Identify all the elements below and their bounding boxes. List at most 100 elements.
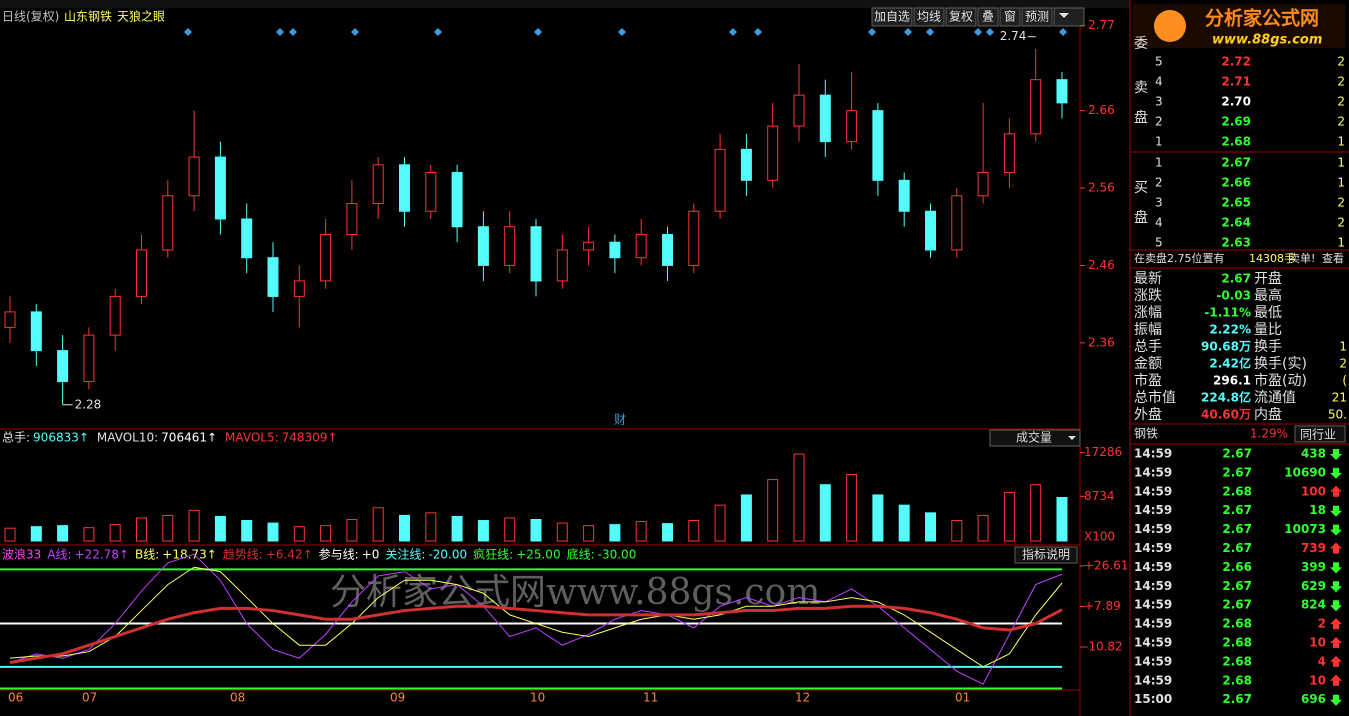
volume-legend-label: MAVOL5: (225, 431, 279, 445)
candle-body (925, 210, 936, 251)
logo-url: www.88gs.com (1212, 33, 1322, 48)
volume-legend-value: 906833↑ (33, 431, 89, 445)
toolbar-button[interactable] (1053, 7, 1085, 27)
stat-label: 总市值 (1134, 389, 1176, 406)
trade-price: 2.67 (1222, 579, 1252, 593)
order-book-header: 委 (1134, 36, 1148, 52)
toolbar-button[interactable] (913, 7, 945, 27)
stat-value: ( (1342, 374, 1347, 388)
volume-bar (136, 517, 147, 542)
toolbar-button[interactable] (977, 7, 999, 27)
indicator-selector[interactable] (989, 429, 1081, 447)
trade-volume: 696 (1301, 692, 1326, 706)
volume-bar (451, 515, 463, 542)
indicator-legend-label: B线: (135, 548, 159, 562)
volume-bar (925, 512, 936, 542)
indicator-legend-value: +18.73↑ (162, 548, 216, 562)
candle-body (688, 210, 700, 266)
stat-value: 90.68万 (1201, 340, 1251, 354)
volume-bar (1056, 497, 1068, 542)
stat-label: 流通值 (1254, 390, 1296, 406)
indicator-line (9, 553, 1063, 685)
stat-label: 振幅 (1134, 322, 1162, 338)
level-index: 1 (1155, 135, 1163, 149)
trade-time: 14:59 (1134, 541, 1172, 555)
trade-time: 14:59 (1134, 447, 1172, 461)
volume-bar (767, 479, 779, 542)
level-index: 3 (1155, 196, 1163, 210)
indicator-legend-label: 关注线: (385, 547, 425, 562)
x-tick-label: 01 (955, 691, 970, 705)
level-price: 2.68 (1221, 135, 1251, 149)
trade-arrow (1330, 467, 1342, 479)
volume-bar (57, 525, 69, 542)
trade-volume: 18 (1309, 503, 1326, 517)
x-tick-label: 07 (82, 691, 97, 705)
trade-volume: 438 (1301, 447, 1326, 461)
y-tick-label: 2.56 (1088, 181, 1115, 195)
candle-body (977, 172, 989, 197)
stat-label: 市盈(动) (1254, 372, 1307, 389)
candle-body (714, 148, 726, 212)
signal-diamond (276, 28, 284, 36)
trade-price: 2.68 (1222, 484, 1252, 498)
indicator-legend-value: +6.42↑ (266, 548, 313, 562)
toolbar-button[interactable] (999, 7, 1021, 27)
trade-time: 14:59 (1134, 484, 1172, 498)
indicator-legend-label: A线: (47, 548, 71, 562)
side-label: 卖 (1134, 80, 1148, 96)
sell-notice[interactable]: 查看 (1322, 251, 1344, 265)
trade-volume: 10 (1309, 673, 1326, 687)
level-index: 5 (1155, 55, 1163, 69)
trade-volume: 10690 (1284, 465, 1326, 479)
volume-bar (872, 494, 884, 542)
trade-arrow (1330, 674, 1342, 686)
candle-body (530, 226, 542, 282)
indicator-help-button[interactable] (1014, 546, 1078, 564)
volume-bar (399, 514, 410, 542)
stat-value: 2.67 (1221, 272, 1251, 286)
volume-bar (293, 526, 305, 542)
toolbar-button-label: 窗 (1004, 10, 1016, 24)
candle-body (267, 257, 279, 297)
signal-diamond (729, 28, 737, 36)
industry-name: 钢铁 (1134, 427, 1158, 441)
signal-diamond (289, 28, 297, 36)
logo-icon (1154, 10, 1186, 42)
volume-legend-label: 总手: (2, 431, 30, 445)
trade-price: 2.66 (1222, 560, 1252, 574)
candle-body (583, 241, 595, 251)
level-price: 2.72 (1221, 55, 1251, 69)
volume-bar (1003, 491, 1015, 542)
candle-body (1030, 79, 1042, 135)
level-volume: 2 (1337, 95, 1345, 109)
signal-diamond (904, 28, 912, 36)
x-tick-label: 09 (390, 691, 405, 705)
candle-body (819, 94, 831, 143)
volume-bar (83, 527, 95, 542)
industry-button[interactable] (1294, 425, 1346, 443)
volume-bar (1030, 484, 1042, 542)
trade-price: 2.68 (1222, 654, 1252, 668)
candle-body (346, 203, 358, 235)
volume-bar (425, 512, 437, 542)
trade-volume: 629 (1301, 579, 1326, 593)
candle-body (451, 172, 463, 228)
toolbar-button[interactable] (1021, 7, 1053, 27)
indicator-legend-value: -30.00 (598, 548, 637, 562)
volume-legend-value: 706461↑ (161, 431, 217, 445)
stat-label: 市盈 (1134, 372, 1162, 389)
signal-diamond (351, 28, 359, 36)
toolbar-button-label: 叠 (982, 10, 994, 24)
toolbar-button[interactable] (945, 7, 977, 27)
signal-diamond (184, 28, 192, 36)
logo-name: 分析家公式网 (1205, 7, 1319, 30)
candle-body (767, 125, 779, 181)
candle-body (1003, 133, 1015, 174)
signal-diamond (868, 28, 876, 36)
candle-body (109, 295, 121, 336)
candle-body (477, 226, 489, 266)
toolbar-button[interactable] (871, 7, 913, 27)
level-volume: 2 (1337, 115, 1345, 129)
trade-arrow (1330, 449, 1342, 460)
